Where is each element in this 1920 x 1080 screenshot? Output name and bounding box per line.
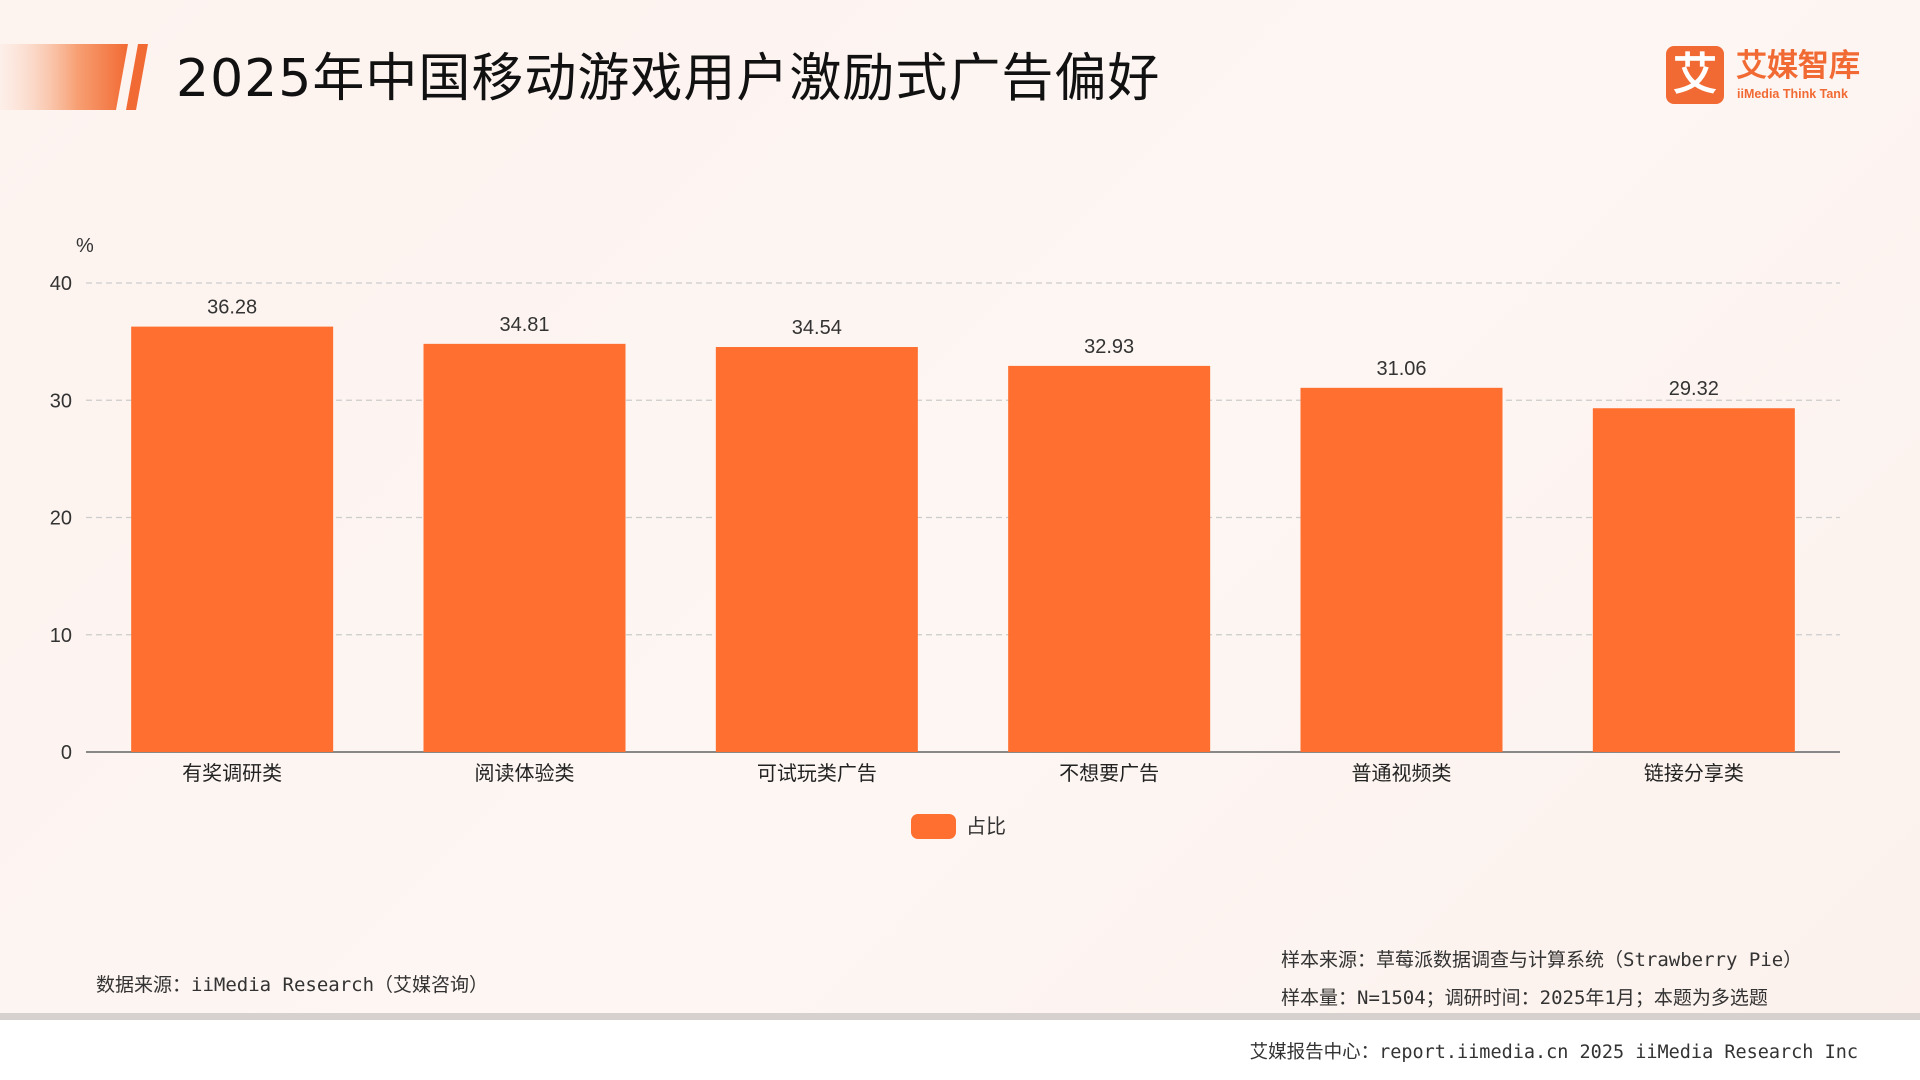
x-tick-label: 可试玩类广告	[757, 761, 877, 785]
data-label: 32.93	[1084, 336, 1134, 358]
legend: 占比	[911, 814, 1006, 839]
x-tick-label: 普通视频类	[1352, 761, 1452, 785]
y-tick-label: 40	[50, 273, 72, 295]
x-tick-label: 有奖调研类	[182, 761, 282, 785]
bar	[423, 343, 626, 752]
sample-size-note: 样本量：N=1504；调研时间：2025年1月；本题为多选题	[1281, 987, 1768, 1009]
y-tick-label: 30	[50, 390, 72, 412]
y-axis-unit: %	[76, 235, 94, 257]
bar	[1592, 408, 1795, 752]
footer-divider	[0, 1013, 1920, 1020]
bars-layer	[131, 326, 1795, 752]
data-label: 36.28	[207, 297, 257, 319]
labels-layer: 0 10 20 30 40 36.28 有奖调研类 34.81 阅读体验类 34.54 可试玩类广告…	[50, 273, 1744, 785]
data-label: 29.32	[1669, 378, 1719, 400]
data-label: 34.81	[499, 314, 549, 336]
legend-swatch	[911, 814, 956, 839]
y-tick-label: 10	[50, 625, 72, 647]
y-tick-label: 20	[50, 508, 72, 530]
footer-text: 艾媒报告中心：report.iimedia.cn 2025 iiMedia Re…	[1249, 1042, 1858, 1063]
bar	[715, 347, 918, 752]
y-tick-label: 0	[61, 742, 72, 764]
data-source-note: 数据来源：iiMedia Research（艾媒咨询）	[96, 974, 489, 996]
grid-layer	[86, 282, 1840, 753]
page-title: 2025年中国移动游戏用户激励式广告偏好	[176, 49, 1161, 109]
footer	[0, 1020, 1920, 1080]
sample-source-note: 样本来源：草莓派数据调查与计算系统（Strawberry Pie）	[1281, 949, 1803, 971]
x-tick-label: 链接分享类	[1644, 761, 1744, 785]
data-label: 34.54	[792, 317, 842, 339]
logo-mark-icon: 艾	[1666, 46, 1724, 104]
bar	[1300, 387, 1503, 752]
bar	[131, 326, 334, 752]
x-tick-label: 不想要广告	[1059, 761, 1159, 785]
data-label: 31.06	[1376, 358, 1426, 380]
logo-subtitle: iiMedia Think Tank	[1737, 87, 1848, 101]
x-tick-label: 阅读体验类	[475, 761, 575, 785]
legend-label: 占比	[966, 814, 1006, 838]
bar	[1008, 365, 1211, 752]
header-accent-bar	[0, 44, 148, 110]
logo-name: 艾媒智库	[1736, 48, 1860, 84]
brand-logo: 艾 艾媒智库 iiMedia Think Tank	[1666, 46, 1876, 108]
